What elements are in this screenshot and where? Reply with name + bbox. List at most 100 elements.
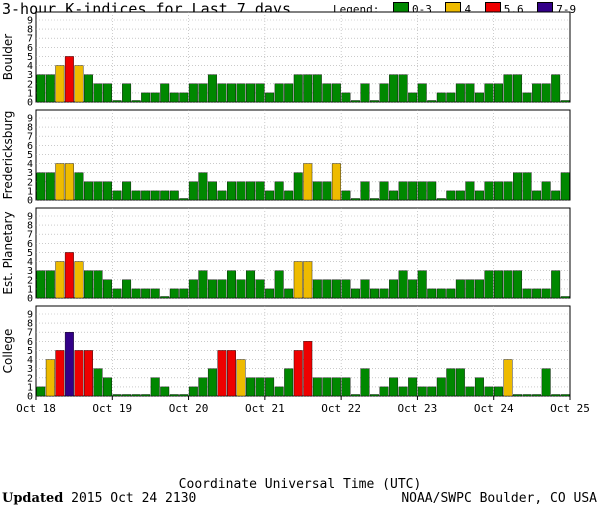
k-index-bar <box>169 394 179 397</box>
k-index-bar <box>198 270 208 299</box>
k-index-bar <box>484 270 494 299</box>
x-tick-label: Oct 23 <box>398 402 438 415</box>
k-index-bar <box>312 377 322 397</box>
k-index-bar <box>331 377 341 397</box>
k-index-bar <box>331 279 341 299</box>
k-index-bar <box>455 190 465 201</box>
k-index-bar <box>36 172 46 201</box>
k-index-bar <box>103 181 112 201</box>
updated-label: Updated <box>2 491 64 506</box>
k-index-bar <box>45 270 55 299</box>
updated-value: 2015 Oct 24 2130 <box>71 491 197 506</box>
panel-label: Boulder <box>1 34 15 81</box>
k-index-bar <box>198 377 208 397</box>
y-tick-label: 0 <box>27 294 33 305</box>
k-index-bar <box>446 288 456 299</box>
k-index-bar <box>541 83 551 103</box>
y-tick-label: 9 <box>27 212 33 223</box>
k-index-bar <box>207 368 217 397</box>
x-tick-label: Oct 21 <box>245 402 285 415</box>
updated-timestamp: Updated 2015 Oct 24 2130 <box>2 491 196 506</box>
k-index-bar <box>274 270 284 299</box>
k-index-bar <box>64 252 74 299</box>
y-tick-label: 1 <box>27 186 33 197</box>
k-index-bar <box>503 181 513 201</box>
x-tick-label: Oct 24 <box>474 402 514 415</box>
k-index-bar <box>522 288 532 299</box>
k-index-bar <box>446 190 456 201</box>
k-index-bar <box>408 92 418 103</box>
k-index-bar <box>284 83 294 103</box>
k-index-bar <box>45 359 55 397</box>
k-index-bar <box>122 181 132 201</box>
k-index-bar <box>227 350 236 397</box>
k-index-bar <box>55 163 65 201</box>
y-tick-label: 5 <box>27 248 33 259</box>
k-index-bar <box>141 394 151 397</box>
k-index-bar <box>150 190 160 201</box>
k-index-bar <box>541 288 551 299</box>
k-index-bar <box>427 386 437 397</box>
k-index-bar <box>408 279 418 299</box>
y-tick-label: 3 <box>27 168 33 179</box>
k-index-bar <box>160 190 170 201</box>
k-index-bar <box>265 288 275 299</box>
y-tick-label: 5 <box>27 346 33 357</box>
panel-label: Fredericksburg <box>1 111 15 200</box>
y-tick-label: 3 <box>27 70 33 81</box>
k-index-bar <box>417 270 427 299</box>
k-index-bar <box>169 92 179 103</box>
k-index-bar <box>293 172 303 201</box>
k-index-bar <box>379 386 389 397</box>
k-index-bar <box>55 65 65 103</box>
k-index-bar <box>74 350 84 397</box>
k-index-bar <box>227 83 236 103</box>
k-index-bar <box>112 100 122 103</box>
k-index-bar <box>160 386 170 397</box>
k-index-bar <box>379 181 389 201</box>
k-index-bar <box>532 394 542 397</box>
k-index-bar <box>112 288 122 299</box>
panel-frame <box>35 305 571 397</box>
k-index-bar <box>513 74 523 103</box>
k-index-bar <box>417 83 427 103</box>
y-tick-label: 9 <box>27 16 33 27</box>
k-index-bar <box>207 279 217 299</box>
k-index-bar <box>532 288 542 299</box>
k-index-bar <box>350 100 360 103</box>
y-tick-label: 6 <box>27 141 33 152</box>
k-index-bar <box>93 368 103 397</box>
k-index-bar <box>274 83 284 103</box>
k-index-bar <box>322 181 332 201</box>
k-index-bar <box>284 190 294 201</box>
k-index-bar <box>131 190 141 201</box>
k-index-bar <box>503 74 513 103</box>
k-index-bar <box>379 288 389 299</box>
credit-line: NOAA/SWPC Boulder, CO USA <box>401 491 597 506</box>
k-index-bar <box>74 65 84 103</box>
k-index-bar <box>455 368 465 397</box>
y-tick-label: 2 <box>27 275 33 286</box>
k-index-bar <box>370 198 379 201</box>
y-tick-label: 4 <box>27 61 33 72</box>
k-index-bar <box>122 394 132 397</box>
k-index-bar <box>408 181 418 201</box>
k-index-bar <box>303 74 313 103</box>
k-index-bar <box>188 83 198 103</box>
k-index-bar <box>341 92 351 103</box>
k-index-bar <box>217 83 227 103</box>
y-tick-label: 8 <box>27 319 33 330</box>
k-index-bar <box>465 386 475 397</box>
k-index-bar <box>389 377 399 397</box>
k-index-bar <box>532 190 542 201</box>
k-index-bar <box>160 296 170 299</box>
k-index-bar <box>541 368 551 397</box>
y-tick-label: 7 <box>27 132 33 143</box>
y-tick-label: 6 <box>27 337 33 348</box>
k-index-bar <box>83 270 93 299</box>
k-index-bar <box>293 74 303 103</box>
k-index-bar <box>74 172 84 201</box>
k-index-bar <box>389 279 399 299</box>
k-index-bar <box>398 181 408 201</box>
